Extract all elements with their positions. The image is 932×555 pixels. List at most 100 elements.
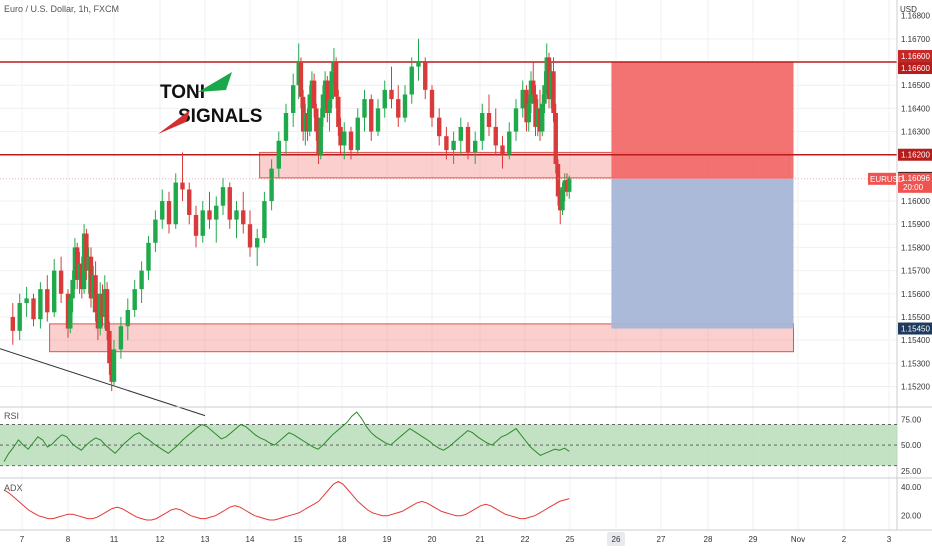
candle-body	[68, 298, 73, 329]
candle-body	[300, 96, 306, 132]
candle-body	[507, 131, 512, 155]
candle-body	[207, 210, 212, 220]
candle-body	[526, 103, 531, 123]
price-tick-label: 1.16000	[901, 197, 930, 206]
date-tick-label: 14	[246, 535, 255, 544]
adx-label: ADX	[4, 483, 23, 493]
logo-up-arrow-icon	[198, 72, 232, 92]
date-tick-label: 2	[842, 535, 847, 544]
candle-body	[553, 113, 558, 164]
candle-body	[500, 145, 505, 155]
short-position-tool[interactable]	[611, 62, 794, 329]
candle-body	[311, 80, 317, 109]
candle-body	[269, 168, 274, 202]
price-tag-label: 1.15450	[901, 325, 930, 334]
candle-body	[542, 85, 547, 104]
price-tag-box	[898, 148, 932, 161]
candle-body	[107, 330, 112, 364]
candle-body	[84, 233, 89, 271]
candle-body	[98, 293, 103, 329]
candle-body	[180, 182, 185, 190]
candle-body	[348, 131, 354, 151]
candle-body	[193, 214, 199, 236]
candle-body	[75, 247, 80, 280]
candle-body	[513, 108, 519, 132]
candle-body	[423, 62, 428, 90]
price-tag-box	[898, 322, 932, 335]
candle-body	[81, 233, 87, 290]
candle-body	[125, 309, 130, 327]
candle-body	[520, 89, 525, 109]
candle-body	[307, 94, 312, 132]
rsi-line	[3, 411, 570, 462]
price-tick-label: 1.15700	[901, 267, 930, 276]
candle-body	[72, 247, 78, 280]
price-axis-background	[897, 0, 932, 530]
candle-body	[342, 131, 347, 146]
candle-body	[65, 293, 71, 329]
date-tick-label: 18	[338, 535, 347, 544]
adx-tick-label: 20.00	[901, 512, 922, 521]
price-tag-box	[898, 62, 932, 75]
price-tick-label: 1.15300	[901, 359, 930, 368]
toni-signals-logo: TONI SIGNALS	[158, 72, 262, 134]
current-price-value: 1.16096	[901, 174, 930, 183]
candle-body	[562, 180, 567, 188]
current-price-tag	[898, 172, 932, 193]
horizontal-lines-layer[interactable]	[0, 61, 897, 156]
stop-loss-zone[interactable]	[611, 62, 794, 179]
date-tick-label: 13	[201, 535, 210, 544]
candle-body	[322, 80, 328, 95]
symbol-tag-label: EURUSD	[870, 175, 904, 184]
date-tick-label: Nov	[791, 535, 805, 544]
date-tick-label: 8	[66, 535, 71, 544]
date-tick-label: 11	[110, 535, 119, 544]
candle-body	[227, 187, 232, 220]
candle-body	[369, 99, 374, 132]
candle-body	[382, 89, 387, 109]
price-tick-label: 1.15400	[901, 336, 930, 345]
candle-body	[567, 177, 572, 192]
candle-body	[104, 289, 110, 331]
price-tag-label: 1.16200	[901, 151, 930, 160]
candle-body	[444, 136, 449, 151]
symbol-tag	[868, 172, 896, 185]
candle-body	[560, 187, 565, 211]
candle-body	[247, 224, 253, 248]
candle-body	[362, 99, 367, 118]
candle-body	[262, 201, 267, 239]
date-tick-label: 20	[428, 535, 437, 544]
candle-body	[320, 94, 326, 118]
date-tick-label: 27	[657, 535, 666, 544]
rsi-band	[0, 424, 897, 466]
candle-body	[402, 94, 408, 118]
trendline-layer[interactable]	[0, 348, 206, 417]
price-axis[interactable]: 1.16700 1.16600 1.16500 1.16400 1.16300 1.162…	[868, 0, 932, 530]
candle-body	[333, 62, 339, 97]
date-highlight	[607, 532, 625, 546]
candle-body	[533, 94, 538, 127]
trendline[interactable]	[0, 348, 206, 417]
price-tick-label: 1.16700	[901, 35, 930, 44]
date-axis[interactable]: 7 8 11 12 13 14 15 18 19 20 21 22 25 26 27 28 29 Nov 2 3	[0, 530, 932, 550]
candle-body	[255, 238, 260, 248]
candle-body	[429, 89, 435, 118]
candle-body	[17, 303, 22, 331]
candle-body	[153, 219, 158, 243]
candle-body	[303, 113, 308, 132]
candle-body	[86, 256, 91, 271]
adx-pane: 40.00 20.00	[3, 480, 922, 521]
candle-body	[283, 113, 289, 141]
candle-body	[173, 182, 178, 225]
date-tick-label: 22	[521, 535, 530, 544]
candle-body	[555, 163, 561, 197]
date-axis-background	[0, 530, 932, 550]
take-profit-zone[interactable]	[611, 178, 794, 329]
price-tag-label: 1.16600	[901, 52, 930, 61]
chart-title: Euro / U.S. Dollar, 1h, FXCM	[4, 4, 119, 14]
candle-body	[38, 289, 43, 320]
candle-body	[524, 89, 529, 123]
candle-body	[31, 298, 36, 320]
